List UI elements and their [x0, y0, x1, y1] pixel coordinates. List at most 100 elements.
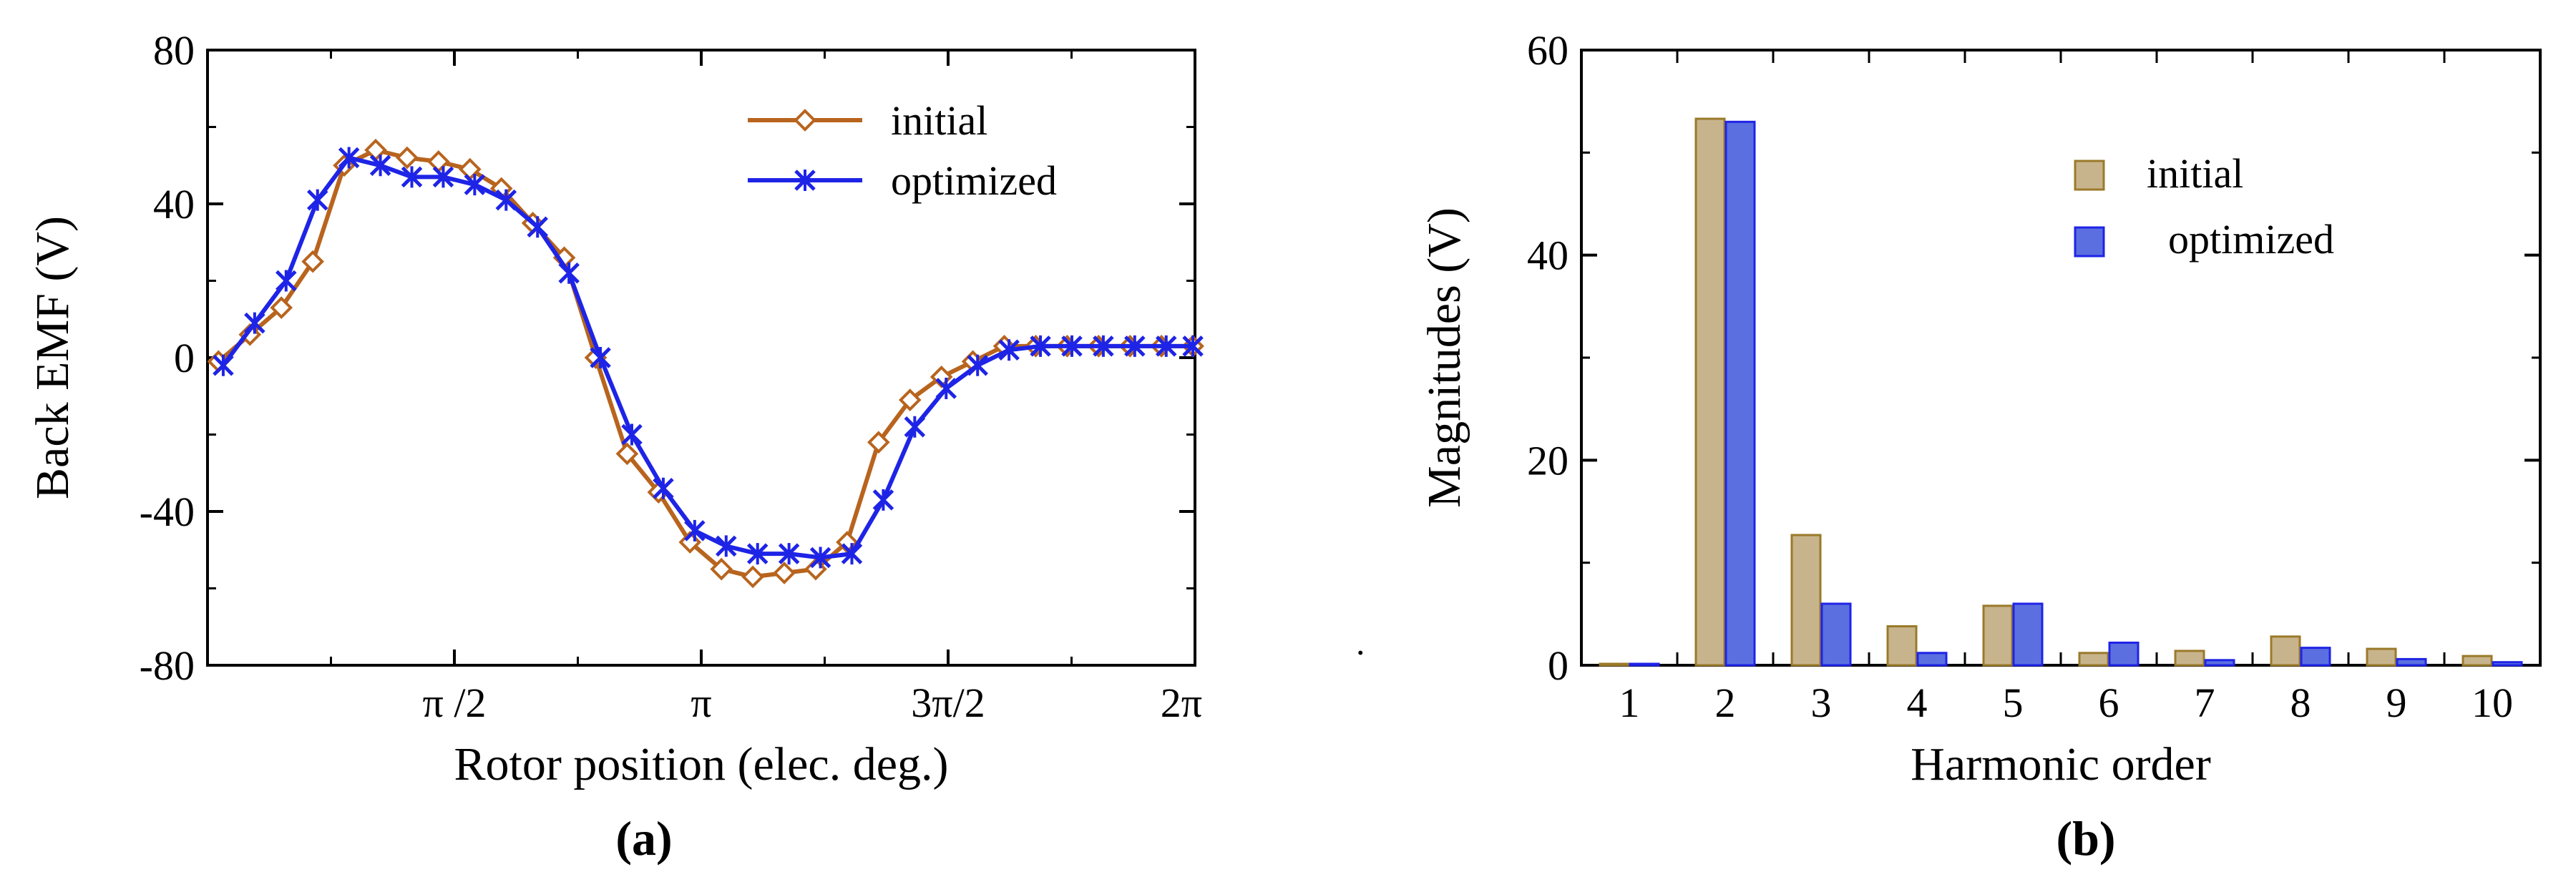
y-tick-label: 40: [153, 181, 195, 227]
bar-initial: [1599, 662, 1630, 667]
data-point-initial: [867, 431, 890, 454]
x-tick-label: π: [691, 680, 711, 726]
asterisk-cross-icon: [794, 170, 816, 191]
y-tick-label: 20: [1527, 437, 1568, 484]
data-point-optimized: [1061, 335, 1083, 357]
data-point-optimized: [904, 416, 926, 438]
x-tick-label: 7: [2195, 680, 2215, 726]
data-point-optimized: [716, 535, 737, 557]
x-tick-label: 9: [2386, 680, 2407, 726]
bar-initial: [1886, 625, 1918, 667]
data-point-optimized: [872, 489, 894, 511]
bar-initial: [1694, 117, 1726, 667]
y-tick-label: -80: [140, 642, 195, 689]
data-point-optimized: [275, 270, 297, 292]
x-tick-labels: 1 2 3 4 5 6 7 8 9 10: [1619, 680, 2514, 726]
data-point-optimized: [495, 189, 517, 211]
bar-optimized: [1820, 602, 1852, 667]
y-axis-title: Back EMF (V): [26, 216, 79, 499]
data-point-optimized: [1124, 335, 1146, 357]
legend-initial-swatch: [2074, 160, 2105, 191]
data-point-optimized: [590, 347, 611, 368]
x-axis-title: Harmonic order: [1911, 738, 2211, 790]
data-point-optimized: [432, 166, 454, 188]
data-point-initial: [427, 150, 450, 173]
bar-optimized: [1629, 662, 1660, 667]
legend-optimized-marker: [794, 170, 816, 191]
data-point-optimized: [998, 339, 1020, 361]
data-point-initial: [458, 157, 482, 181]
y-tick-label: 0: [174, 335, 195, 381]
bar-optimized: [1916, 652, 1948, 667]
bar-initial: [2462, 655, 2493, 667]
y-tick-labels: 80 40 0 -40 -80: [140, 27, 195, 689]
data-point-initial: [396, 146, 419, 170]
data-point-optimized: [621, 423, 643, 446]
data-point-optimized: [684, 519, 706, 541]
tick-marks: [1581, 49, 2540, 667]
legend-initial-label: initial: [891, 97, 987, 144]
y-axis-title: Magnitudes (V): [1418, 207, 1470, 508]
series-line-optimized: [221, 155, 1194, 560]
data-point-initial: [741, 565, 764, 589]
bar-optimized: [2012, 602, 2044, 667]
data-point-optimized: [1155, 335, 1177, 357]
stray-mark: .: [1356, 622, 1365, 662]
data-point-initial: [898, 388, 922, 411]
legend-optimized-swatch: [2074, 226, 2105, 258]
x-tick-label: π /2: [423, 680, 487, 726]
data-point-initial: [301, 250, 324, 273]
data-point-optimized: [809, 547, 831, 569]
x-tick-label: 2: [1715, 680, 1736, 726]
data-point-optimized: [841, 543, 863, 565]
y-tick-label: 0: [1548, 642, 1568, 689]
y-tick-label: 80: [153, 27, 195, 74]
bar-initial: [2174, 650, 2205, 667]
data-point-optimized: [653, 477, 674, 499]
bar-optimized: [1724, 120, 1756, 667]
y-tick-label: 40: [1527, 232, 1568, 279]
data-point-optimized: [558, 262, 580, 284]
data-point-optimized: [935, 378, 957, 399]
bar-initial: [2366, 647, 2397, 667]
bar-initial: [1982, 604, 2014, 667]
data-point-optimized: [1093, 335, 1114, 357]
x-tick-label: 3π/2: [911, 680, 985, 726]
series-group: [207, 138, 1204, 589]
data-point-optimized: [244, 312, 265, 334]
x-tick-label: 2π: [1161, 680, 1202, 726]
data-point-optimized: [527, 216, 548, 238]
x-tick-label: 5: [2003, 680, 2024, 726]
x-tick-label: 8: [2290, 680, 2311, 726]
panel-label-b: (b): [2056, 811, 2115, 866]
x-tick-label: 6: [2099, 680, 2119, 726]
panel-label-a: (a): [615, 811, 672, 866]
data-point-optimized: [464, 174, 486, 196]
data-point-optimized: [1030, 335, 1051, 357]
y-tick-label: 60: [1527, 27, 1568, 74]
data-point-initial: [270, 296, 293, 319]
data-point-initial: [615, 442, 639, 466]
data-point-optimized: [1182, 335, 1204, 357]
data-point-initial: [364, 138, 387, 162]
bar-initial: [2270, 635, 2301, 667]
legend-initial-marker: [794, 109, 816, 132]
legend: initial optimized: [2074, 150, 2334, 263]
plot-frame: [206, 49, 1196, 667]
bar-initial: [2078, 652, 2109, 667]
x-tick-label: 10: [2472, 680, 2513, 726]
bar-optimized: [2204, 659, 2235, 667]
data-point-optimized: [213, 354, 234, 376]
line-chart-panel: 80 40 0 -40 -80 π /2 π 3π/2 2π initial optimize…: [26, 27, 1204, 866]
data-point-initial: [710, 557, 733, 581]
bar-optimized: [2396, 657, 2427, 667]
bar-chart-panel: 0 20 40 60 1 2 3 4 5 6 7 8 9 10 initial optimized Ma…: [1418, 27, 2542, 866]
bar-optimized: [2492, 661, 2523, 667]
x-axis-title: Rotor position (elec. deg.): [454, 738, 948, 790]
diamond-icon: [794, 109, 816, 132]
data-point-optimized: [967, 354, 988, 376]
bar-optimized: [2108, 641, 2140, 667]
series-line-initial: [217, 147, 1194, 579]
legend-optimized-label: optimized: [891, 157, 1057, 204]
